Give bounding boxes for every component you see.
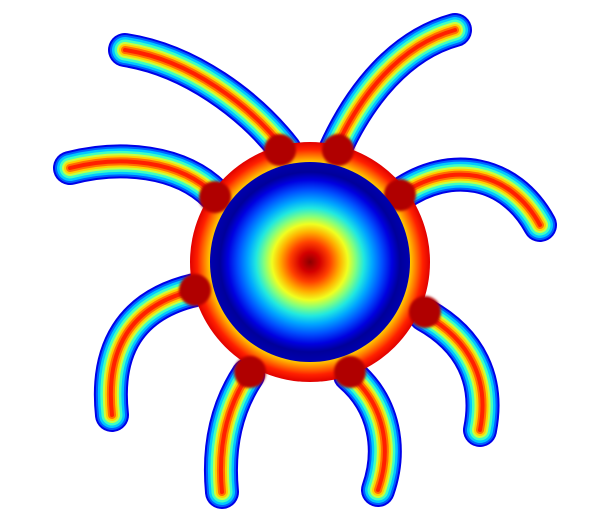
leg-bottom-left [203,358,265,509]
joint-hotspot [334,356,366,388]
joint-hotspot [409,296,441,328]
leg-mid-left [53,144,232,212]
leg-low-right [408,298,500,447]
joint-hotspot [264,134,296,166]
joint-hotspot [199,181,231,213]
joint-hotspot [384,179,416,211]
leg-mid-right [383,157,557,242]
joint-hotspot [179,274,211,306]
leg-low-left [93,273,212,432]
joint-hotspot [322,134,354,166]
leg-upper-left [108,33,302,167]
spider-legs [53,13,557,509]
body-core [210,162,410,362]
leg-joint-hotspots [179,134,441,388]
leg-bottom-right [333,358,402,507]
leg-upper-right [318,13,472,167]
joint-hotspot [234,356,266,388]
